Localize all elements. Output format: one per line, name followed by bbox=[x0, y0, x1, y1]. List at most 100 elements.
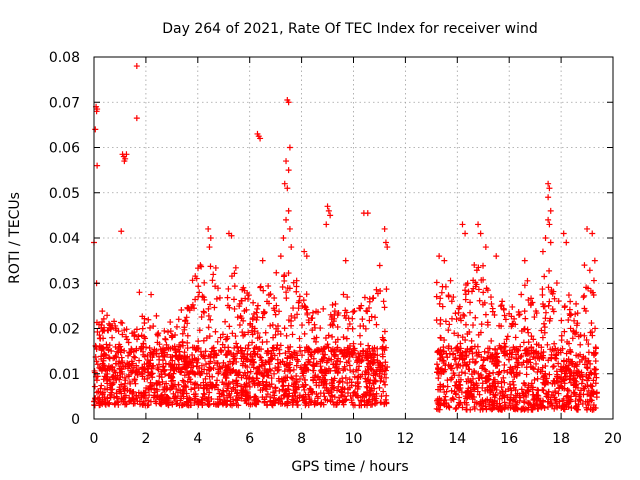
data-point bbox=[483, 244, 489, 250]
data-point bbox=[350, 309, 356, 315]
data-point bbox=[377, 263, 383, 269]
data-point bbox=[283, 295, 289, 301]
data-point bbox=[483, 312, 489, 318]
data-point bbox=[278, 331, 284, 337]
data-point bbox=[479, 321, 485, 327]
data-point bbox=[566, 292, 572, 298]
data-point bbox=[459, 369, 465, 375]
data-point bbox=[178, 307, 184, 313]
data-point bbox=[293, 289, 299, 295]
data-point bbox=[350, 326, 356, 332]
data-point bbox=[472, 315, 478, 321]
roti-scatter-chart: Day 264 of 2021, Rate Of TEC Index for r… bbox=[0, 0, 640, 480]
data-point bbox=[443, 394, 449, 400]
data-point bbox=[195, 338, 201, 344]
data-point bbox=[147, 345, 153, 351]
data-point bbox=[462, 287, 468, 293]
data-point bbox=[463, 297, 469, 303]
data-point bbox=[214, 296, 220, 302]
data-point bbox=[192, 297, 198, 303]
x-tick-label: 10 bbox=[345, 431, 363, 447]
data-point bbox=[329, 334, 335, 340]
data-point bbox=[446, 321, 452, 327]
data-point bbox=[488, 338, 494, 344]
data-point bbox=[584, 226, 590, 232]
data-point bbox=[488, 301, 494, 307]
data-point bbox=[382, 329, 388, 335]
data-point bbox=[357, 333, 363, 339]
data-point bbox=[284, 333, 290, 339]
data-point bbox=[522, 316, 528, 322]
data-point bbox=[546, 221, 552, 227]
data-point bbox=[98, 383, 104, 389]
data-point bbox=[524, 371, 530, 377]
data-point bbox=[501, 362, 507, 368]
data-point bbox=[469, 338, 475, 344]
data-point bbox=[278, 253, 284, 259]
y-tick-label: 0.01 bbox=[49, 367, 80, 383]
data-point bbox=[533, 361, 539, 367]
data-point bbox=[254, 306, 260, 312]
data-point bbox=[490, 306, 496, 312]
data-point bbox=[436, 253, 442, 259]
x-tick-label: 20 bbox=[604, 431, 622, 447]
data-point bbox=[593, 371, 599, 377]
data-point bbox=[488, 294, 494, 300]
data-point bbox=[521, 339, 527, 345]
data-point bbox=[567, 307, 573, 313]
data-point bbox=[573, 301, 579, 307]
data-point bbox=[281, 273, 287, 279]
data-point bbox=[311, 322, 317, 328]
data-point bbox=[587, 267, 593, 273]
data-point bbox=[225, 295, 231, 301]
data-point bbox=[567, 299, 573, 305]
data-point bbox=[561, 230, 567, 236]
data-point bbox=[591, 278, 597, 284]
data-point bbox=[336, 379, 342, 385]
data-point bbox=[501, 380, 507, 386]
data-point bbox=[273, 270, 279, 276]
data-point bbox=[509, 304, 515, 310]
data-point bbox=[541, 321, 547, 327]
data-point bbox=[206, 402, 212, 408]
data-point bbox=[156, 357, 162, 363]
data-point bbox=[522, 308, 528, 314]
data-point bbox=[593, 358, 599, 364]
data-point bbox=[154, 331, 160, 337]
data-point bbox=[136, 358, 142, 364]
data-point bbox=[382, 304, 388, 310]
data-point bbox=[92, 126, 98, 132]
data-point bbox=[226, 323, 232, 329]
data-point bbox=[542, 324, 548, 330]
data-point bbox=[280, 284, 286, 290]
data-point bbox=[196, 289, 202, 295]
data-point bbox=[136, 289, 142, 295]
data-point bbox=[343, 375, 349, 381]
data-point bbox=[94, 163, 100, 169]
data-point bbox=[381, 338, 387, 344]
data-point bbox=[174, 324, 180, 330]
data-point bbox=[335, 384, 341, 390]
data-point bbox=[205, 226, 211, 232]
data-point bbox=[479, 364, 485, 370]
data-point bbox=[162, 336, 168, 342]
data-point bbox=[232, 306, 238, 312]
data-point bbox=[448, 278, 454, 284]
x-tick-label: 14 bbox=[448, 431, 466, 447]
data-point bbox=[459, 221, 465, 227]
data-point bbox=[532, 377, 538, 383]
data-point bbox=[343, 258, 349, 264]
data-point bbox=[435, 375, 441, 381]
data-point bbox=[134, 115, 140, 121]
data-point bbox=[287, 226, 293, 232]
data-point bbox=[545, 194, 551, 200]
data-point bbox=[290, 331, 296, 337]
data-point bbox=[286, 167, 292, 173]
x-tick-label: 8 bbox=[297, 431, 306, 447]
data-point bbox=[263, 330, 269, 336]
data-point bbox=[545, 284, 551, 290]
data-point bbox=[592, 325, 598, 331]
data-point bbox=[467, 407, 473, 413]
data-point bbox=[475, 221, 481, 227]
data-point bbox=[592, 258, 598, 264]
